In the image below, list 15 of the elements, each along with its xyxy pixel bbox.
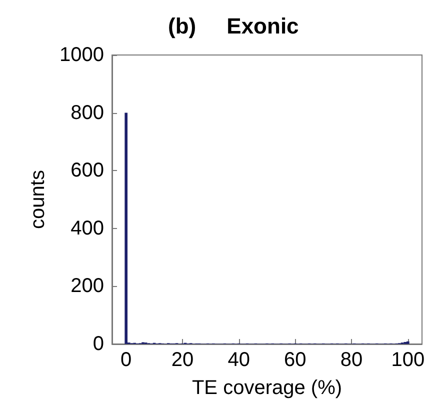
y-axis-title: counts xyxy=(27,170,49,229)
y-tick-label: 200 xyxy=(70,275,104,298)
y-tick-label: 0 xyxy=(92,333,104,355)
y-tick-label: 600 xyxy=(70,160,104,182)
x-tick-label: 100 xyxy=(391,349,425,371)
x-tick-label: 40 xyxy=(228,349,250,371)
y-tick-label: 400 xyxy=(70,217,104,240)
x-tick-label: 80 xyxy=(340,349,363,371)
x-tick-label: 60 xyxy=(284,349,306,371)
x-tick-label: 0 xyxy=(120,349,132,371)
x-axis-title: TE coverage (%) xyxy=(192,377,342,399)
x-tick-label: 20 xyxy=(171,349,194,371)
y-tick-label: 1000 xyxy=(60,44,104,66)
chart-title: (b) Exonic xyxy=(168,14,299,38)
y-tick-label: 800 xyxy=(70,102,104,124)
